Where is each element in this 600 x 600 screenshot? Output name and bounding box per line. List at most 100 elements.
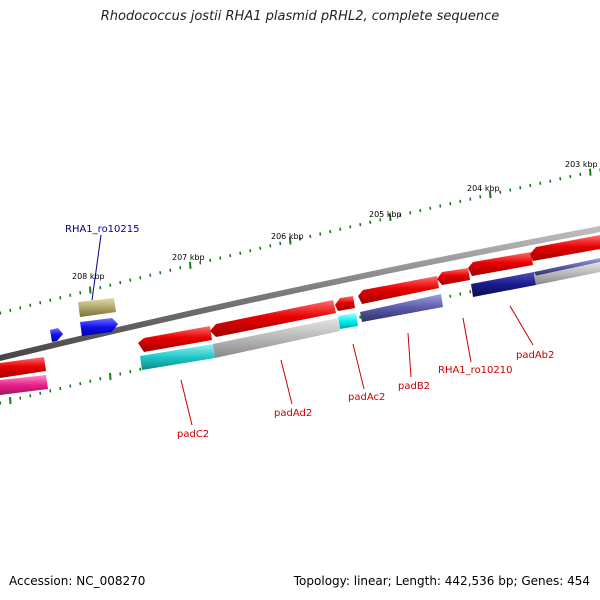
minor-tick xyxy=(0,311,2,315)
major-tick xyxy=(89,286,92,294)
cds-blue-small xyxy=(50,328,63,342)
minor-tick xyxy=(379,218,382,222)
minor-tick xyxy=(149,273,152,277)
cog-padAc2-cyan xyxy=(338,313,358,329)
major-tick xyxy=(489,191,492,199)
minor-tick xyxy=(209,258,212,263)
scale-label-204: 204 kbp xyxy=(467,184,500,193)
minor-tick xyxy=(259,246,262,250)
cds-row[interactable] xyxy=(0,235,600,378)
cds-left-edge xyxy=(0,357,46,378)
minor-tick xyxy=(49,389,52,393)
cog-row xyxy=(0,258,600,395)
cog-padAd2-gray xyxy=(213,318,340,358)
minor-tick xyxy=(29,303,32,307)
scale-label-205: 205 kbp xyxy=(369,210,402,219)
minor-tick xyxy=(179,266,182,270)
minor-tick xyxy=(509,188,512,192)
minor-tick xyxy=(229,253,232,258)
minor-tick xyxy=(329,229,332,234)
minor-tick xyxy=(49,298,52,302)
cds-padAd2 xyxy=(210,300,336,337)
minor-tick xyxy=(559,177,562,181)
minor-tick xyxy=(429,206,432,210)
minor-tick xyxy=(449,202,452,206)
minor-tick xyxy=(119,280,122,285)
minor-tick xyxy=(279,241,282,246)
minor-tick xyxy=(199,261,202,265)
minor-tick xyxy=(399,213,402,217)
cog-padC2-cyan xyxy=(140,344,215,370)
gene-label-padAb2: padAb2 xyxy=(516,350,554,361)
scale-label-207: 207 kbp xyxy=(172,253,205,262)
leader-padC2 xyxy=(180,379,193,426)
cds-blue-arrow xyxy=(80,318,118,336)
map-title: Rhodococcus jostii RHA1 plasmid pRHL2, c… xyxy=(100,9,500,24)
major-tick xyxy=(589,168,592,176)
minor-tick xyxy=(369,220,372,224)
minor-tick xyxy=(109,283,112,287)
minor-tick xyxy=(139,276,142,280)
minor-tick xyxy=(0,401,2,405)
major-tick xyxy=(189,261,192,269)
minor-tick xyxy=(69,384,72,388)
leader-ro10210 xyxy=(462,317,472,363)
leader-padAc2 xyxy=(352,343,365,390)
minor-tick xyxy=(499,190,502,194)
minor-tick xyxy=(129,369,132,374)
minor-tick xyxy=(9,308,12,313)
minor-tick xyxy=(159,271,162,275)
minor-tick xyxy=(129,278,132,282)
cds-padB2 xyxy=(358,276,439,304)
minor-tick xyxy=(89,379,92,383)
minor-tick xyxy=(439,204,442,208)
minor-tick xyxy=(59,386,62,391)
minor-tick xyxy=(349,225,352,229)
minor-tick xyxy=(579,172,582,177)
minor-tick xyxy=(359,222,362,227)
minor-tick xyxy=(239,251,242,255)
minor-tick xyxy=(469,290,472,294)
sequence-backbone xyxy=(0,226,600,361)
cds-right-edge xyxy=(530,235,600,261)
minor-tick xyxy=(69,293,72,297)
minor-tick xyxy=(79,381,82,386)
major-tick xyxy=(9,397,12,405)
forward-strand-features xyxy=(50,298,118,342)
minor-tick xyxy=(459,199,462,204)
kbp-tick-ring-outer xyxy=(0,168,600,315)
gene-label-padAc2: padAc2 xyxy=(348,392,385,403)
scale-labels: 203 kbp 204 kbp 205 kbp 206 kbp 207 kbp … xyxy=(72,160,598,281)
leader-ro10215 xyxy=(91,234,102,301)
cog-right-gray xyxy=(534,262,600,285)
cog-padAb2-navy xyxy=(471,272,536,297)
minor-tick xyxy=(529,183,532,188)
minor-tick xyxy=(519,186,522,190)
minor-tick xyxy=(99,377,102,381)
gene-label-padC2: padC2 xyxy=(177,429,209,440)
minor-tick xyxy=(319,232,322,236)
minor-tick xyxy=(459,292,462,296)
minor-tick xyxy=(359,315,362,319)
gene-label-ro10215: RHA1_ro10215 xyxy=(65,224,140,235)
cog-left-pink xyxy=(0,375,48,395)
minor-tick xyxy=(539,181,542,185)
cog-padB2-navy xyxy=(360,294,443,322)
minor-tick xyxy=(119,372,122,376)
major-tick xyxy=(109,372,112,380)
scale-label-203: 203 kbp xyxy=(565,160,598,169)
minor-tick xyxy=(79,291,82,295)
leader-padAb2 xyxy=(509,305,534,346)
minor-tick xyxy=(569,174,572,179)
topology-summary: Topology: linear; Length: 442,536 bp; Ge… xyxy=(293,574,590,588)
cds-padC2 xyxy=(138,326,212,352)
cds-padAb2 xyxy=(468,252,533,276)
major-tick xyxy=(389,213,392,222)
minor-tick xyxy=(39,391,42,395)
minor-tick xyxy=(549,179,552,183)
minor-tick xyxy=(219,256,222,260)
minor-tick xyxy=(469,197,472,201)
accession-text: Accession: NC_008270 xyxy=(9,574,146,588)
minor-tick xyxy=(169,268,172,272)
